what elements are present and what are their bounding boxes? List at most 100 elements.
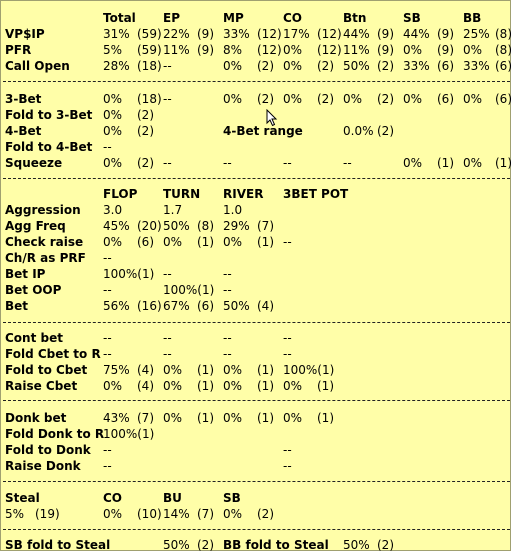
stat-count: (20) [137,219,162,233]
stat-cell: 0% [223,379,243,393]
stat-cell: 0% [163,379,183,393]
stat-cell: 25% [463,27,490,41]
stat-count: (9) [197,43,214,57]
stat-cell: 0% [223,59,243,73]
sb-fold-to-steal-count: (2) [197,538,214,552]
row-label-bet-ip: Bet IP [5,267,46,281]
row-label-raise-cbet: Raise Cbet [5,379,78,393]
stat-cell: 28% [103,59,130,73]
stat-cell: -- [223,331,232,345]
row-label-squeeze: Squeeze [5,156,63,170]
stat-cell: 0% [463,92,483,106]
row-label-fold-to-3bet: Fold to 3-Bet [5,108,93,122]
stat-count: (9) [197,27,214,41]
stat-cell: 44% [403,27,430,41]
stat-cell: 100%(1) [103,267,155,281]
row-label-fold-to-cbet: Fold to Cbet [5,363,88,377]
stat-count: (2) [377,92,394,106]
stat-count: (2) [377,59,394,73]
bb-fold-to-steal-value: 50% [343,538,370,552]
stat-cell: 50% [343,59,370,73]
stat-cell: -- [163,331,172,345]
stat-cell: -- [103,140,112,154]
stat-count: (6) [137,235,154,249]
stat-cell: -- [343,156,352,170]
sb-fold-to-steal-label: SB fold to Steal [5,538,111,552]
col-header-steal-bu: BU [163,491,182,505]
stat-cell: 0% [463,156,483,170]
section-divider [3,178,510,179]
stat-cell: 33% [223,27,250,41]
stat-cell: 50% [223,299,250,313]
stat-cell: 0% [223,411,243,425]
four-bet-range-value: 0.0% [343,124,374,138]
stat-count: (1) [317,411,334,425]
row-label-fold-cbet-to-r: Fold Cbet to R [5,347,101,361]
stat-count: (6) [197,299,214,313]
stat-count: (1) [437,156,454,170]
stat-count: (16) [137,299,162,313]
stat-count: (1) [495,156,512,170]
stat-cell: -- [283,156,292,170]
stat-cell: 8% [223,43,243,57]
stat-cell: 0% [403,92,423,106]
col-header-steal-sb: SB [223,491,241,505]
mouse-pointer-icon [266,109,278,127]
stat-cell: -- [103,331,112,345]
stat-count: (18) [137,92,162,106]
stat-cell: 11% [163,43,190,57]
stat-cell: -- [163,156,172,170]
stat-cell: 0% [103,379,123,393]
four-bet-range-label: 4-Bet range [223,124,303,138]
stat-count: (6) [495,92,512,106]
stat-cell: 100%(1) [103,427,155,441]
row-label-fold-donk-to-r: Fold Donk to R [5,427,105,441]
steal-total-count: (19) [35,507,60,521]
stat-count: (9) [437,43,454,57]
row-label-vpip: VP$IP [5,27,45,41]
stat-count: (2) [257,92,274,106]
stat-count: (1) [197,235,214,249]
stat-count: (4) [137,363,154,377]
stat-cell: 0% [163,411,183,425]
stat-cell: 0% [283,43,303,57]
stat-cell: 1.7 [163,203,183,217]
row-label-check-raise: Check raise [5,235,84,249]
stat-cell: 29% [223,219,250,233]
stat-count: (12) [257,27,282,41]
stat-cell: 14% [163,507,190,521]
section-divider [3,81,510,82]
stat-cell: -- [283,443,292,457]
stat-cell: 0% [223,92,243,106]
row-label-fold-to-donk: Fold to Donk [5,443,91,457]
stat-cell: -- [223,283,232,297]
stat-cell: 0% [343,92,363,106]
stat-count: (9) [377,27,394,41]
col-header-mp: MP [223,11,244,25]
stat-count: (59) [137,27,162,41]
stat-count: (9) [437,27,454,41]
stat-count: (18) [137,59,162,73]
stat-cell: 1.0 [223,203,243,217]
four-bet-range-count: (2) [377,124,394,138]
stat-cell: -- [283,347,292,361]
stat-cell: 22% [163,27,190,41]
stat-cell: -- [223,156,232,170]
row-label-cont-bet: Cont bet [5,331,63,345]
row-label-3bet: 3-Bet [5,92,42,106]
stat-count: (7) [257,219,274,233]
stat-cell: 44% [343,27,370,41]
row-label-raise-donk: Raise Donk [5,459,81,473]
stat-count: (1) [257,379,274,393]
stat-cell: 0% [103,92,123,106]
stat-cell: 0% [223,363,243,377]
row-label-4bet: 4-Bet [5,124,42,138]
stat-count: (2) [137,108,154,122]
stat-count: (1) [257,411,274,425]
row-label-agg-freq: Agg Freq [5,219,66,233]
stat-cell: 11% [343,43,370,57]
row-label-donk-bet: Donk bet [5,411,67,425]
stat-count: (7) [197,507,214,521]
stat-cell: 33% [463,59,490,73]
